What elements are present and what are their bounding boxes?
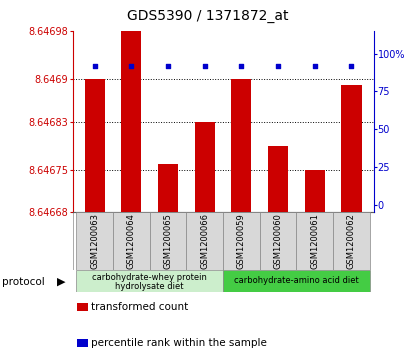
Bar [195, 122, 215, 212]
Bar [260, 212, 296, 270]
Bar [231, 79, 251, 212]
Text: protocol: protocol [2, 277, 45, 287]
Bar [158, 164, 178, 212]
Text: GSM1200060: GSM1200060 [273, 213, 283, 269]
Text: GDS5390 / 1371872_at: GDS5390 / 1371872_at [127, 9, 288, 23]
Bar [305, 170, 325, 212]
Point [348, 63, 355, 69]
Bar [150, 212, 186, 270]
Bar [76, 212, 113, 270]
Bar [223, 212, 260, 270]
Bar [333, 212, 370, 270]
Text: carbohydrate-whey protein: carbohydrate-whey protein [92, 273, 207, 282]
Text: transformed count: transformed count [91, 302, 188, 312]
Point [201, 63, 208, 69]
Point [128, 63, 134, 69]
Text: GSM1200065: GSM1200065 [164, 213, 173, 269]
Text: GSM1200063: GSM1200063 [90, 213, 99, 269]
Bar [186, 212, 223, 270]
Bar [223, 270, 370, 292]
Bar [296, 212, 333, 270]
Bar [121, 31, 142, 212]
Text: hydrolysate diet: hydrolysate diet [115, 282, 184, 291]
Point [165, 63, 171, 69]
Text: GSM1200062: GSM1200062 [347, 213, 356, 269]
Text: ▶: ▶ [57, 277, 66, 287]
Point [275, 63, 281, 69]
Text: GSM1200064: GSM1200064 [127, 213, 136, 269]
Bar [85, 79, 105, 212]
Text: GSM1200061: GSM1200061 [310, 213, 319, 269]
Bar [342, 85, 361, 212]
Bar [113, 212, 150, 270]
Point [238, 63, 245, 69]
Point [312, 63, 318, 69]
Text: GSM1200059: GSM1200059 [237, 213, 246, 269]
Bar [268, 146, 288, 212]
Text: GSM1200066: GSM1200066 [200, 213, 209, 269]
Point [91, 63, 98, 69]
Text: carbohydrate-amino acid diet: carbohydrate-amino acid diet [234, 277, 359, 285]
Bar [76, 270, 223, 292]
Text: percentile rank within the sample: percentile rank within the sample [91, 338, 267, 348]
